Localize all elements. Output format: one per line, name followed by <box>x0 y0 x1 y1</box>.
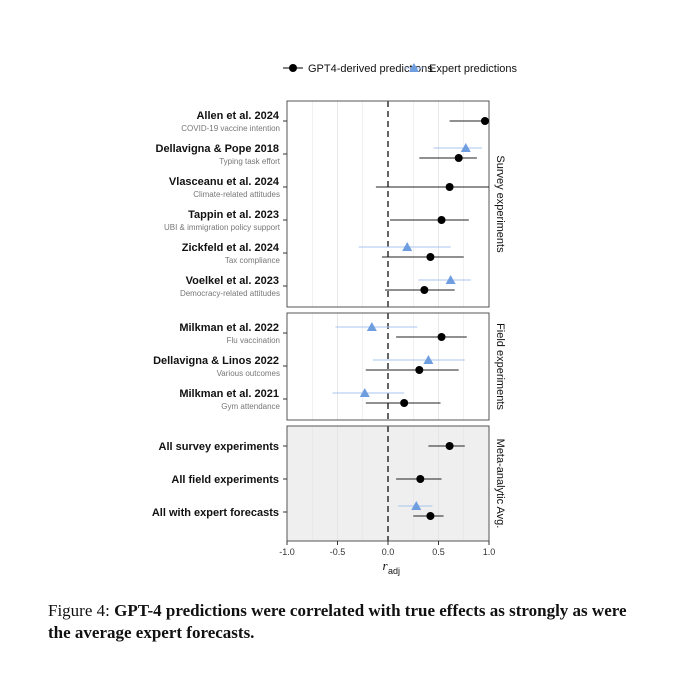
gpt-estimate-marker <box>415 366 424 374</box>
x-axis-label-subscript: adj <box>388 566 400 576</box>
row-title: Voelkel et al. 2023 <box>186 275 279 287</box>
expert-estimate-marker <box>402 242 413 251</box>
gpt-estimate-marker <box>445 442 454 450</box>
panel-strip-label: Field experiments <box>494 323 506 410</box>
row-title: All survey experiments <box>159 441 279 453</box>
gpt-estimate-marker <box>454 154 463 162</box>
row-title: Dellavigna & Linos 2022 <box>153 355 279 367</box>
row-subtitle: Various outcomes <box>217 369 280 378</box>
row-subtitle: Climate-related attitudes <box>193 190 280 199</box>
expert-estimate-marker <box>423 355 434 364</box>
panel: Field experiments Milkman et al. 2022 Flu … <box>153 312 506 421</box>
gpt-estimate-marker <box>426 253 435 261</box>
gpt-estimate-marker <box>437 216 446 224</box>
legend-gpt-marker <box>289 64 297 72</box>
legend-expert-label: Expert predictions <box>429 63 518 75</box>
gpt-estimate-marker <box>426 512 435 520</box>
legend-expert-marker <box>409 63 419 72</box>
panel-background <box>287 426 489 541</box>
row-title: Allen et al. 2024 <box>196 110 279 122</box>
row-title: Milkman et al. 2022 <box>179 322 279 334</box>
row-title: Tappin et al. 2023 <box>188 209 279 221</box>
x-tick-label: 0.5 <box>432 547 445 557</box>
expert-estimate-marker <box>366 322 377 331</box>
x-tick-label: -0.5 <box>330 547 346 557</box>
row-title: Zickfeld et al. 2024 <box>182 242 280 254</box>
row-subtitle: Gym attendance <box>221 402 280 411</box>
panel-border <box>286 100 490 308</box>
panel-strip-label: Survey experiments <box>494 155 506 253</box>
expert-estimate-marker <box>445 275 456 284</box>
row-subtitle: UBI & immigration policy support <box>164 223 281 232</box>
plot-panels: Survey experiments Allen et al. 2024 COVID… <box>152 100 506 542</box>
caption-prefix: Figure 4: <box>48 601 115 620</box>
expert-estimate-marker <box>460 143 471 152</box>
panel-strip-label: Meta-analytic Avg. <box>494 439 506 529</box>
row-subtitle: Flu vaccination <box>227 336 280 345</box>
panel: Meta-analytic Avg. All survey experiments… <box>152 425 506 542</box>
row-title: Vlasceanu et al. 2024 <box>169 176 280 188</box>
panel: Survey experiments Allen et al. 2024 COVID… <box>156 100 506 308</box>
x-tick-label: 0.0 <box>382 547 395 557</box>
gpt-estimate-marker <box>480 117 489 125</box>
row-title: All field experiments <box>171 474 279 486</box>
gpt-estimate-marker <box>420 286 429 294</box>
row-title: All with expert forecasts <box>152 507 279 519</box>
x-tick-label: -1.0 <box>279 547 295 557</box>
caption-text: GPT-4 predictions were correlated with t… <box>48 601 627 642</box>
row-subtitle: COVID-19 vaccine intention <box>181 124 280 133</box>
x-tick-label: 1.0 <box>483 547 496 557</box>
row-subtitle: Democracy-related attitudes <box>180 289 280 298</box>
gpt-estimate-marker <box>400 399 409 407</box>
row-subtitle: Tax compliance <box>225 256 281 265</box>
row-subtitle: Typing task effort <box>219 157 281 166</box>
figure-caption: Figure 4: GPT-4 predictions were correla… <box>48 600 648 644</box>
row-title: Dellavigna & Pope 2018 <box>156 143 280 155</box>
row-title: Milkman et al. 2021 <box>179 388 279 400</box>
x-axis: -1.0 -0.5 0.0 0.5 1.0 r adj <box>279 541 495 576</box>
gpt-estimate-marker <box>445 183 454 191</box>
expert-estimate-marker <box>359 388 370 397</box>
gpt-estimate-marker <box>416 475 425 483</box>
x-axis-label: r <box>382 558 388 573</box>
gpt-estimate-marker <box>437 333 446 341</box>
legend-gpt-label: GPT4-derived predictions <box>308 63 433 75</box>
expert-estimate-marker <box>411 501 422 510</box>
